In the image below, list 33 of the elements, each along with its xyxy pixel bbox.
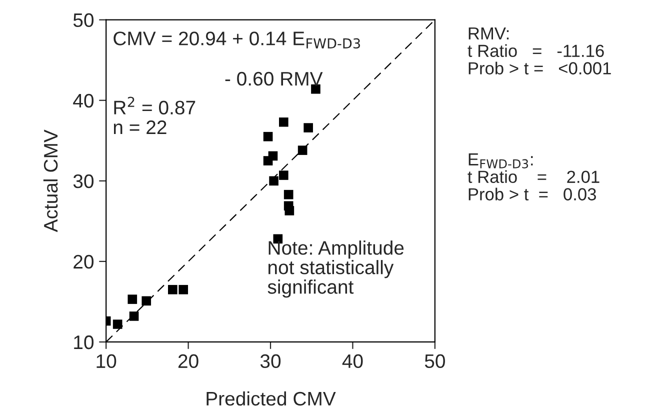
point (284, 206, 294, 216)
y-tick-label: 50 (73, 13, 94, 28)
x-tick-label: 40 (342, 354, 363, 368)
x-tick-label: 50 (424, 354, 445, 368)
point (129, 312, 139, 321)
point (284, 190, 294, 200)
x-tick-label: 20 (178, 354, 198, 368)
point (304, 123, 313, 132)
text: RMV: t Ratio = -11.16 Prob > t = <0.001 (468, 27, 611, 74)
point (178, 284, 188, 294)
y-tick-label: 40 (73, 94, 94, 108)
y-axis-title: Actual CMV (43, 130, 58, 232)
point (168, 284, 178, 294)
annotation: CMV = 20.94 + 0.14 E$_{FWD-D3}$ (114, 32, 360, 49)
x-tick-label: 10 (96, 354, 116, 368)
point (142, 296, 152, 306)
point (279, 117, 288, 127)
point (279, 170, 288, 180)
x-axis-title: Predicted CMV (206, 391, 336, 406)
y-tick-label: 20 (74, 254, 94, 269)
point (112, 320, 122, 329)
annotation: Note: Amplitude not statistically significant (268, 240, 404, 298)
point (269, 176, 278, 186)
text: E$_{FWD-D3}$: t Ratio = 2.01 Prob > t = 0.03 (468, 153, 600, 200)
y-tick-label: 10 (74, 335, 94, 350)
annotation: R$^{2}$ = 0.87 n = 22 (114, 96, 196, 134)
point (263, 132, 273, 142)
point (268, 151, 278, 161)
point (298, 146, 308, 155)
y-tick-label: 30 (73, 174, 94, 188)
point (128, 294, 138, 304)
annotation: - 0.60 RMV (225, 72, 323, 86)
x-tick-label: 30 (260, 354, 281, 368)
